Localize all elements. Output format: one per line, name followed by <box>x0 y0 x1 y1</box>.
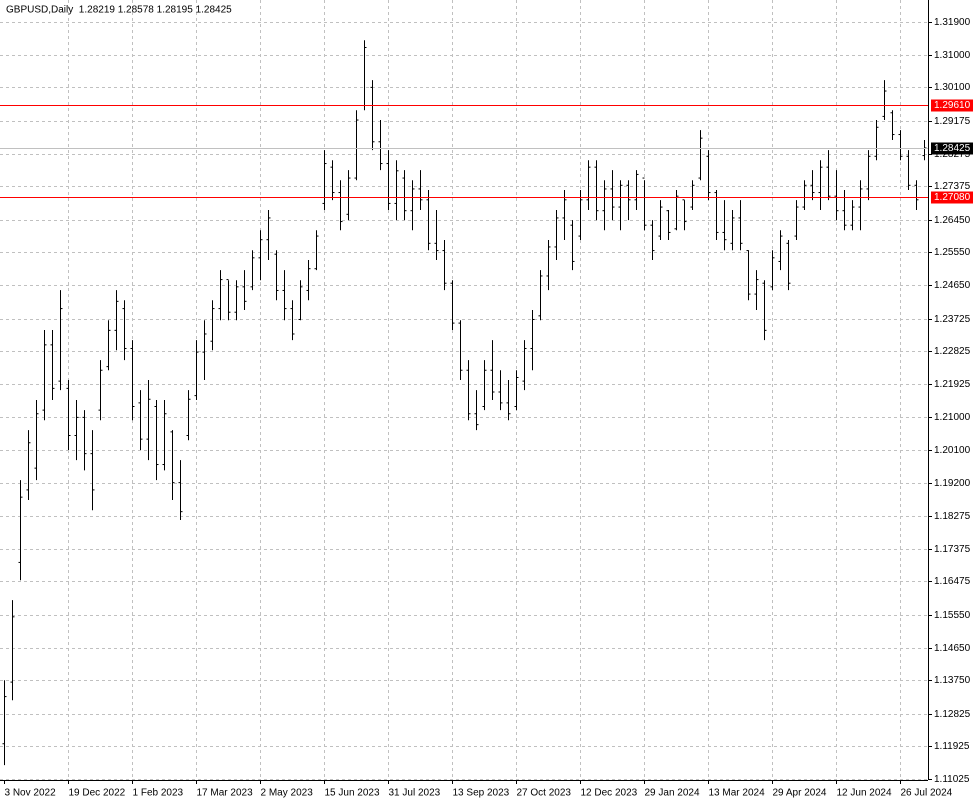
y-tick-label: 1.27375 <box>934 181 971 192</box>
price-label: 1.27080 <box>934 192 971 203</box>
y-tick-label: 1.30100 <box>934 82 971 93</box>
y-tick-label: 1.13750 <box>934 675 971 686</box>
y-tick-label: 1.17375 <box>934 544 971 555</box>
x-tick-label: 1 Feb 2023 <box>133 788 184 799</box>
y-tick-label: 1.11025 <box>934 774 970 785</box>
x-tick-label: 15 Jun 2023 <box>325 788 380 799</box>
price-label-box <box>931 99 973 112</box>
x-tick-label: 12 Dec 2023 <box>581 788 638 799</box>
price-label: 1.28425 <box>934 143 971 154</box>
y-tick-label: 1.28275 <box>934 149 971 160</box>
x-tick-label: 27 Oct 2023 <box>517 788 572 799</box>
chart-title: GBPUSD,Daily 1.28219 1.28578 1.28195 1.2… <box>6 5 232 16</box>
x-tick-label: 17 Mar 2023 <box>197 788 254 799</box>
y-tick-label: 1.31900 <box>934 17 971 28</box>
x-tick-label: 31 Jul 2023 <box>389 788 441 799</box>
price-label-box <box>931 142 973 155</box>
y-tick-label: 1.21000 <box>934 412 971 423</box>
y-tick-label: 1.26450 <box>934 215 971 226</box>
x-tick-label: 3 Nov 2022 <box>5 788 57 799</box>
y-tick-label: 1.23725 <box>934 314 971 325</box>
y-tick-label: 1.29175 <box>934 116 971 127</box>
x-tick-label: 2 May 2023 <box>261 788 314 799</box>
price-label-box <box>931 191 973 204</box>
x-tick-label: 19 Dec 2022 <box>69 788 126 799</box>
x-tick-label: 13 Mar 2024 <box>709 788 766 799</box>
y-tick-label: 1.12825 <box>934 709 971 720</box>
y-tick-label: 1.24650 <box>934 280 971 291</box>
y-tick-label: 1.25550 <box>934 247 971 258</box>
x-tick-label: 13 Sep 2023 <box>453 788 510 799</box>
x-tick-label: 29 Jan 2024 <box>645 788 700 799</box>
y-tick-label: 1.15550 <box>934 610 971 621</box>
x-tick-label: 26 Jul 2024 <box>901 788 953 799</box>
y-tick-label: 1.22825 <box>934 346 971 357</box>
x-tick-label: 29 Apr 2024 <box>773 788 827 799</box>
y-tick-label: 1.14650 <box>934 643 971 654</box>
y-tick-label: 1.18275 <box>934 511 971 522</box>
y-tick-label: 1.19200 <box>934 478 971 489</box>
x-tick-label: 12 Jun 2024 <box>837 788 892 799</box>
y-tick-label: 1.31000 <box>934 50 971 61</box>
y-tick-label: 1.11925 <box>934 741 970 752</box>
y-tick-label: 1.16475 <box>934 576 971 587</box>
y-tick-label: 1.20100 <box>934 445 971 456</box>
price-label: 1.29610 <box>934 100 971 111</box>
y-tick-label: 1.21925 <box>934 379 971 390</box>
